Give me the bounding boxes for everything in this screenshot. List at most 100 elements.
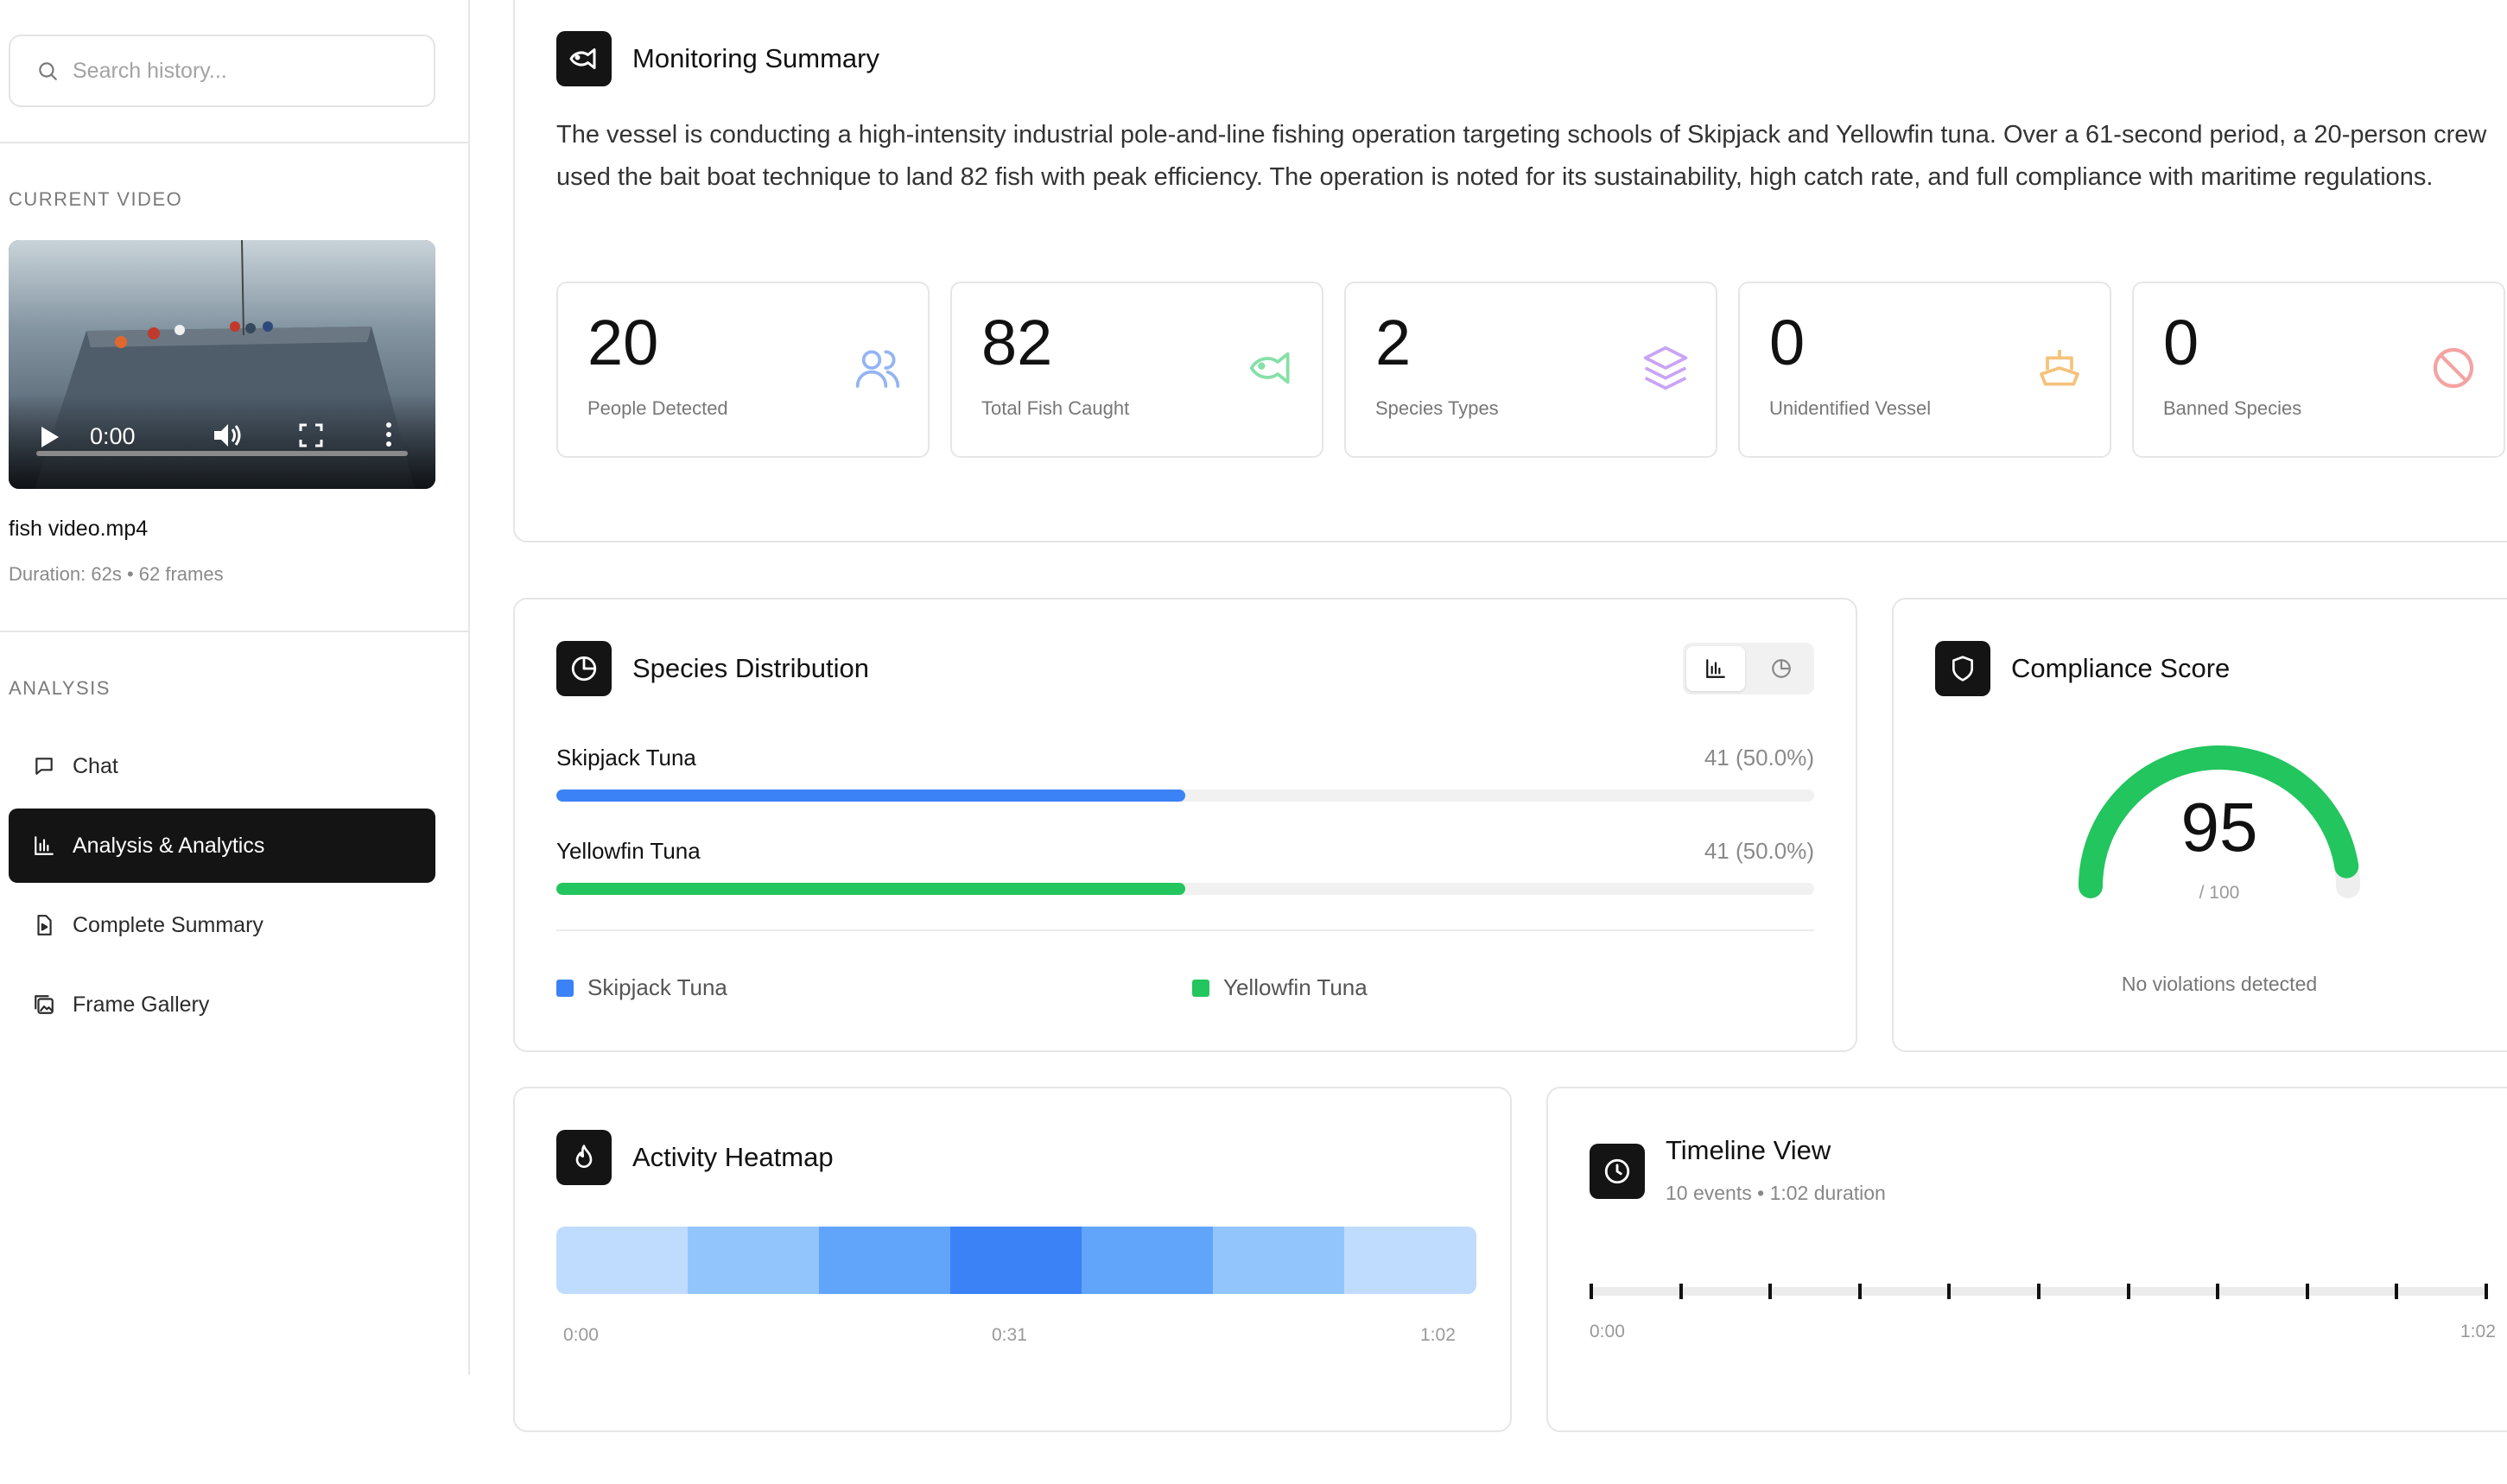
video-controls: 0:00 [9,394,435,489]
species-distribution-title: Species Distribution [632,653,869,683]
stat-people-detected: 20 People Detected [556,282,930,458]
ban-icon [2433,347,2474,389]
video-progress-track[interactable] [36,451,408,456]
heatmap-cell[interactable] [950,1227,1082,1294]
shield-icon [1935,641,1990,696]
timeline-event-marker[interactable] [2216,1284,2220,1299]
stat-label: Unidentified Vessel [1769,397,1932,419]
users-icon [855,350,900,388]
chart-type-toggle [1683,643,1814,694]
timeline-event-marker[interactable] [1679,1284,1683,1299]
timeline-view-title: Timeline View [1666,1135,1831,1165]
analysis-label: ANALYSIS [9,677,111,699]
sidebar-divider [0,631,470,632]
fullscreen-icon[interactable] [299,423,323,447]
nav-item-complete-summary[interactable]: Complete Summary [9,888,435,962]
nav-item-label: Complete Summary [73,912,263,937]
bar-view-button[interactable] [1686,646,1745,691]
play-icon[interactable] [40,425,60,449]
timeline-event-marker[interactable] [1590,1284,1593,1299]
heatmap-cell[interactable] [819,1227,951,1294]
heatmap-cell[interactable] [688,1227,820,1294]
file-video-icon [31,912,57,938]
fish-icon [1249,352,1290,384]
video-player[interactable]: 0:00 [9,240,435,489]
stat-species-types: 2 Species Types [1344,282,1717,458]
nav-item-chat[interactable]: Chat [9,729,435,803]
volume-icon[interactable] [213,422,242,449]
video-meta: Duration: 62s • 62 frames [9,563,224,585]
nav-item-analysis[interactable]: Analysis & Analytics [9,809,435,883]
legend-label: Skipjack Tuna [587,974,727,1000]
timeline-event-marker[interactable] [1947,1284,1952,1299]
nav-item-frame-gallery[interactable]: Frame Gallery [9,967,435,1042]
stat-value: 20 [587,307,659,378]
timeline-event-marker[interactable] [2395,1284,2399,1299]
timeline-subtitle: 10 events • 1:02 duration [1666,1182,1886,1204]
legend-label: Yellowfin Tuna [1223,974,1368,1000]
compliance-score-title: Compliance Score [2011,653,2231,683]
stat-value: 0 [1769,307,1806,378]
image-gallery-icon [31,992,57,1018]
compliance-score-card [1892,598,2507,1052]
stat-label: People Detected [587,397,728,419]
sidebar-divider [0,142,470,143]
search-input[interactable] [73,58,418,84]
video-file-name: fish video.mp4 [9,517,149,541]
fish-icon [556,31,612,86]
heatmap-cell[interactable] [1213,1227,1345,1294]
bar-chart-icon [31,833,57,859]
monitoring-summary-title: Monitoring Summary [632,43,879,73]
timeline-event-marker[interactable] [2037,1284,2041,1299]
species-bar-track [556,790,1814,802]
search-box[interactable] [9,35,435,107]
legend-swatch-skipjack [556,980,574,997]
more-vertical-icon[interactable] [385,422,392,447]
stat-value: 0 [2163,307,2199,378]
heatmap-cell[interactable] [1082,1227,1214,1294]
legend-swatch-yellowfin [1192,980,1209,997]
heatmap-tick: 0:31 [992,1325,1027,1345]
heatmap-tick: 1:02 [1420,1325,1456,1345]
current-video-label: CURRENT VIDEO [9,188,183,210]
compliance-note: No violations detected [2121,973,2318,995]
timeline-event-marker[interactable] [2305,1284,2309,1299]
heatmap-cell[interactable] [556,1227,689,1294]
timeline-tick: 0:00 [1590,1322,1625,1341]
species-distribution-card [513,598,1857,1052]
pie-chart-icon [556,641,612,696]
flame-icon [556,1130,612,1185]
stat-label: Total Fish Caught [981,397,1130,419]
stat-total-fish: 82 Total Fish Caught [950,282,1323,458]
species-divider [556,929,1814,931]
timeline-event-marker[interactable] [2126,1284,2130,1299]
heatmap-cell[interactable] [1344,1227,1476,1294]
stat-value: 2 [1375,307,1412,378]
species-bar-fill-yellowfin [556,883,1185,895]
species-label: Yellowfin Tuna [556,838,701,864]
sidebar: CURRENT VIDEO 0:00 [0,0,470,1375]
timeline-event-marker[interactable] [1857,1284,1862,1299]
compliance-score-value: 95 [2180,789,2258,866]
bar-chart-icon [1706,659,1725,678]
species-value: 41 (50.0%) [1704,745,1814,771]
pie-view-button[interactable] [1752,646,1811,691]
monitoring-summary-card [513,0,2507,542]
compliance-score-max: / 100 [2199,883,2240,903]
stat-value: 82 [981,307,1053,378]
monitoring-summary-text: The vessel is conducting a high-intensit… [556,121,2487,191]
layers-icon [1643,346,1688,390]
timeline-event-marker[interactable] [1768,1284,1773,1299]
message-square-icon [31,753,57,779]
timeline-tick: 1:02 [2460,1322,2496,1341]
timeline-view-card [1546,1087,2507,1432]
compliance-gauge [2079,745,2360,898]
search-icon [39,62,57,80]
activity-heatmap-title: Activity Heatmap [632,1142,834,1172]
nav-item-label: Frame Gallery [73,992,210,1017]
timeline-event-marker[interactable] [2485,1284,2488,1299]
nav-item-label: Chat [73,753,118,778]
species-value: 41 (50.0%) [1704,838,1814,864]
video-time: 0:00 [90,423,136,449]
pie-chart-icon [1772,659,1791,678]
